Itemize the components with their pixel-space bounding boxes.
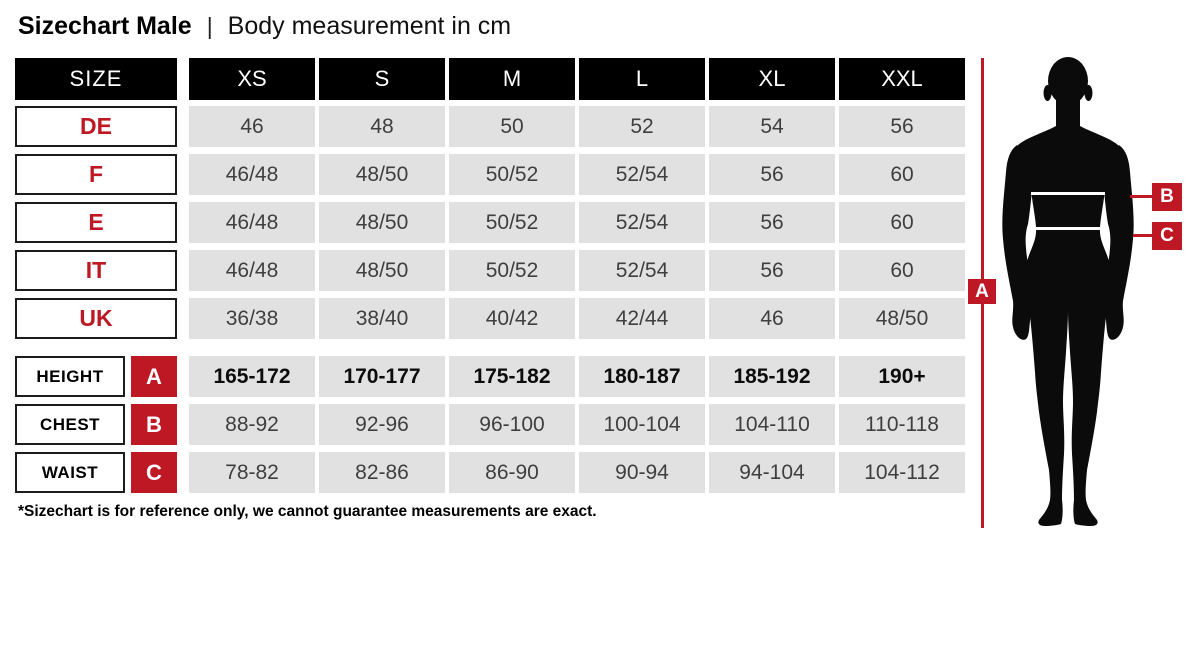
measurement-label-height: HEIGHT [15,356,125,397]
table-row-uk: UK 36/38 38/40 40/42 42/44 46 48/50 [15,298,965,339]
waist-measure-line [1036,227,1102,230]
table-cell: 52/54 [579,154,705,195]
table-cell: 46 [189,106,315,147]
region-label-f: F [15,154,177,195]
region-label-e: E [15,202,177,243]
table-cell: 94-104 [709,452,835,493]
table-header-row: SIZE XS S M L XL XXL [15,58,965,100]
region-label-de: DE [15,106,177,147]
table-row-de: DE 46 48 50 52 54 56 [15,106,965,147]
table-row-height: HEIGHT A 165-172 170-177 175-182 180-187… [15,356,965,397]
table-cell: 60 [839,154,965,195]
chest-marker-connector [1130,195,1152,198]
marker-b-badge: B [131,404,177,445]
table-cell: 46/48 [189,154,315,195]
waist-marker-connector [1133,234,1152,237]
table-cell: 90-94 [579,452,705,493]
table-cell: 42/44 [579,298,705,339]
size-header-cell: SIZE [15,58,177,100]
table-row-f: F 46/48 48/50 50/52 52/54 56 60 [15,154,965,195]
table-cell: 52 [579,106,705,147]
region-label-uk: UK [15,298,177,339]
figure-marker-c: C [1152,222,1182,250]
table-row-it: IT 46/48 48/50 50/52 52/54 56 60 [15,250,965,291]
table-cell: 104-112 [839,452,965,493]
table-cell: 86-90 [449,452,575,493]
table-cell: 48 [319,106,445,147]
table-cell: 170-177 [319,356,445,397]
region-label-it: IT [15,250,177,291]
column-header-s: S [319,58,445,100]
table-cell: 82-86 [319,452,445,493]
table-cell: 36/38 [189,298,315,339]
table-cell: 180-187 [579,356,705,397]
table-cell: 52/54 [579,250,705,291]
table-cell: 50/52 [449,250,575,291]
title-subtitle: Body measurement in cm [227,12,512,40]
table-cell: 96-100 [449,404,575,445]
figure-marker-b: B [1152,183,1182,211]
size-table: SIZE XS S M L XL XXL DE 46 48 50 52 54 5… [15,58,965,500]
marker-c-badge: C [131,452,177,493]
table-cell: 48/50 [319,154,445,195]
table-cell: 60 [839,202,965,243]
table-cell: 40/42 [449,298,575,339]
page-title: Sizechart Male | Body measurement in cm [18,12,511,41]
table-cell: 56 [839,106,965,147]
table-cell: 56 [709,154,835,195]
table-row-chest: CHEST B 88-92 92-96 96-100 100-104 104-1… [15,404,965,445]
table-cell: 92-96 [319,404,445,445]
title-main: Sizechart Male [18,12,192,40]
table-cell: 56 [709,202,835,243]
table-cell: 60 [839,250,965,291]
header-values: XS S M L XL XXL [189,58,965,100]
male-body-silhouette [1002,57,1134,526]
table-cell: 46/48 [189,202,315,243]
table-cell: 46 [709,298,835,339]
column-header-xl: XL [709,58,835,100]
measurement-label-chest: CHEST [15,404,125,445]
column-header-xs: XS [189,58,315,100]
table-cell: 185-192 [709,356,835,397]
table-cell: 78-82 [189,452,315,493]
table-row-waist: WAIST C 78-82 82-86 86-90 90-94 94-104 1… [15,452,965,493]
chest-measure-line [1031,192,1105,195]
table-cell: 175-182 [449,356,575,397]
column-header-l: L [579,58,705,100]
table-cell: 48/50 [839,298,965,339]
table-cell: 190+ [839,356,965,397]
table-cell: 50/52 [449,202,575,243]
table-cell: 46/48 [189,250,315,291]
column-header-m: M [449,58,575,100]
table-cell: 165-172 [189,356,315,397]
table-cell: 110-118 [839,404,965,445]
table-cell: 48/50 [319,202,445,243]
table-cell: 52/54 [579,202,705,243]
table-cell: 50/52 [449,154,575,195]
column-header-xxl: XXL [839,58,965,100]
footnote-text: *Sizechart is for reference only, we can… [18,503,597,520]
table-cell: 54 [709,106,835,147]
table-cell: 88-92 [189,404,315,445]
table-cell: 48/50 [319,250,445,291]
table-cell: 104-110 [709,404,835,445]
table-cell: 56 [709,250,835,291]
table-cell: 50 [449,106,575,147]
table-row-e: E 46/48 48/50 50/52 52/54 56 60 [15,202,965,243]
table-cell: 100-104 [579,404,705,445]
marker-a-badge: A [131,356,177,397]
body-measurement-figure: A B C [965,50,1200,540]
measurement-label-waist: WAIST [15,452,125,493]
figure-marker-a: A [968,279,996,304]
table-cell: 38/40 [319,298,445,339]
title-separator: | [206,13,213,39]
